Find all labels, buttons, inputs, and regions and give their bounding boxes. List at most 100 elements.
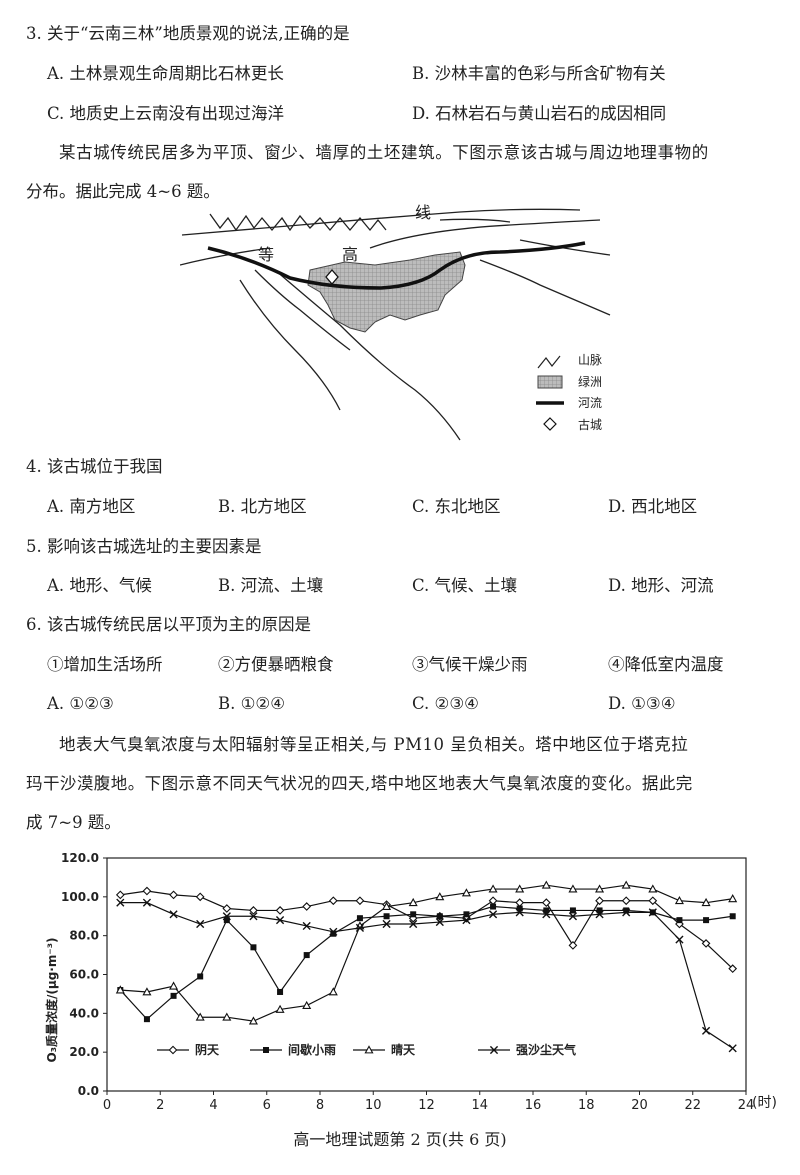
q3-option-a: A. 土林景观生命周期比石林更长 xyxy=(47,64,284,83)
q4-option-b: B. 北方地区 xyxy=(218,497,307,516)
legend-label: 晴天 xyxy=(391,1042,416,1057)
data-point-triangle xyxy=(169,981,179,990)
data-point-triangle xyxy=(435,892,445,901)
question-6-stem: 6. 该古城传统民居以平顶为主的原因是 xyxy=(26,615,311,634)
data-point-x xyxy=(116,898,125,907)
series-x xyxy=(116,898,737,1053)
legend-item-square: 间歇小雨 xyxy=(250,1042,336,1057)
data-point-diamond xyxy=(302,902,312,911)
data-point-x xyxy=(435,917,444,927)
series-line-square xyxy=(119,905,733,1020)
data-point-diamond xyxy=(568,940,578,950)
legend-city-icon xyxy=(543,417,557,431)
intro-paragraph-1-line-1: 某古城传统民居多为平顶、窗少、墙厚的土坯建筑。下图示意该古城与周边地理事物的 xyxy=(59,143,709,162)
data-point-x xyxy=(728,1044,737,1053)
series-line-diamond xyxy=(120,890,734,970)
data-point-square xyxy=(277,988,284,995)
legend-label: 阴天 xyxy=(195,1042,220,1057)
data-point-square xyxy=(143,1016,150,1023)
x-tick-label: 0 xyxy=(103,1098,111,1113)
data-point-triangle xyxy=(222,1012,232,1021)
legend-mountain-label: 山脉 xyxy=(578,352,602,367)
data-point-triangle xyxy=(701,897,711,907)
data-point-triangle xyxy=(382,901,392,910)
legend-marker-square xyxy=(263,1047,269,1053)
data-point-triangle xyxy=(115,985,125,994)
legend-oasis-label: 绿洲 xyxy=(578,374,602,389)
question-3-stem: 3. 关于“云南三林”地质景观的说法,正确的是 xyxy=(26,24,350,43)
data-point-square xyxy=(729,913,736,920)
data-point-square xyxy=(436,913,443,920)
data-point-x xyxy=(302,921,311,931)
data-point-diamond xyxy=(355,896,365,906)
y-tick-label: 60.0 xyxy=(69,968,99,982)
data-point-diamond xyxy=(195,892,205,902)
page-footer: 高一地理试题第 2 页(共 6 页) xyxy=(293,1130,507,1149)
q4-option-a: A. 南方地区 xyxy=(47,497,136,516)
map-frame-lines xyxy=(180,208,611,441)
data-point-diamond xyxy=(142,886,152,896)
oasis-area xyxy=(307,251,466,333)
x-axis-ticks: 0 2 4 6 8 10 12 14 16 18 20 22 24 xyxy=(103,1091,754,1113)
y-axis-ticks: 0.0 20.0 40.0 60.0 80.0 100.0 120.0 xyxy=(61,851,107,1098)
legend-mountain-icon xyxy=(537,355,561,369)
data-point-x xyxy=(382,919,391,929)
q6-option-b: B. ①②④ xyxy=(218,694,285,713)
data-point-diamond xyxy=(222,904,232,913)
data-point-square xyxy=(223,917,230,924)
data-point-triangle xyxy=(728,894,738,903)
intro-paragraph-2-line-2: 玛干沙漠腹地。下图示意不同天气状况的四天,塔中地区地表大气臭氧浓度的变化。据此完 xyxy=(26,774,693,793)
x-tick-label: 22 xyxy=(684,1098,701,1113)
data-point-x xyxy=(622,908,631,917)
question-4-stem: 4. 该古城位于我国 xyxy=(26,457,163,476)
data-point-triangle xyxy=(515,884,525,893)
intro-paragraph-1-line-2: 分布。据此完成 4~6 题。 xyxy=(26,182,220,201)
series-line-x xyxy=(120,902,734,1049)
oasis-map: 等 高 线 山脉 绿洲 河流 古城 xyxy=(180,203,611,441)
y-tick-label: 0.0 xyxy=(78,1084,99,1098)
data-point-diamond xyxy=(169,890,178,900)
data-point-diamond xyxy=(541,898,551,908)
x-tick-label: 18 xyxy=(578,1098,595,1113)
data-point-triangle xyxy=(302,1000,312,1009)
q4-option-d: D. 西北地区 xyxy=(608,497,698,516)
q5-option-a: A. 地形、气候 xyxy=(47,576,152,595)
x-tick-label: 8 xyxy=(316,1098,324,1113)
intro-paragraph-2-line-1: 地表大气臭氧浓度与太阳辐射等呈正相关,与 PM10 呈负相关。塔中地区位于塔克拉 xyxy=(59,735,689,754)
series-layer xyxy=(115,880,738,1053)
legend-item-triangle: 晴天 xyxy=(353,1042,416,1057)
y-axis-title: O₃质量浓度/(μg·m⁻³) xyxy=(44,938,59,1063)
data-point-x xyxy=(222,912,231,921)
q5-option-b: B. 河流、土壤 xyxy=(218,576,324,595)
data-point-x xyxy=(701,1026,711,1035)
data-point-diamond xyxy=(621,896,631,906)
data-point-triangle xyxy=(275,1004,285,1013)
data-point-x xyxy=(142,898,152,907)
data-point-square xyxy=(170,992,177,999)
data-point-square xyxy=(410,911,417,918)
y-tick-label: 20.0 xyxy=(69,1045,99,1059)
data-point-triangle xyxy=(568,884,578,893)
x-tick-label: 14 xyxy=(471,1098,488,1113)
q3-option-b: B. 沙林丰富的色彩与所含矿物有关 xyxy=(412,64,666,83)
data-point-triangle xyxy=(248,1016,258,1025)
legend-marker-triangle xyxy=(364,1045,374,1054)
legend-river-label: 河流 xyxy=(578,396,602,410)
data-point-square xyxy=(703,917,710,924)
data-point-square xyxy=(623,907,630,914)
data-point-x xyxy=(196,919,205,929)
map-legend: 山脉 绿洲 河流 古城 xyxy=(536,352,602,432)
x-tick-label: 6 xyxy=(263,1098,271,1113)
data-point-triangle xyxy=(408,897,418,907)
q5-option-d: D. 地形、河流 xyxy=(608,576,714,595)
data-point-triangle xyxy=(674,895,684,905)
intro-paragraph-2-line-3: 成 7~9 题。 xyxy=(26,813,121,832)
data-point-triangle xyxy=(541,880,551,889)
data-point-diamond xyxy=(328,896,338,906)
data-point-x xyxy=(488,910,498,919)
map-label-gao: 高 xyxy=(342,245,358,264)
data-point-x xyxy=(355,923,365,932)
legend-item-diamond: 阴天 xyxy=(157,1042,220,1057)
x-tick-label: 24 xyxy=(738,1098,755,1113)
series-triangle xyxy=(115,880,738,1025)
